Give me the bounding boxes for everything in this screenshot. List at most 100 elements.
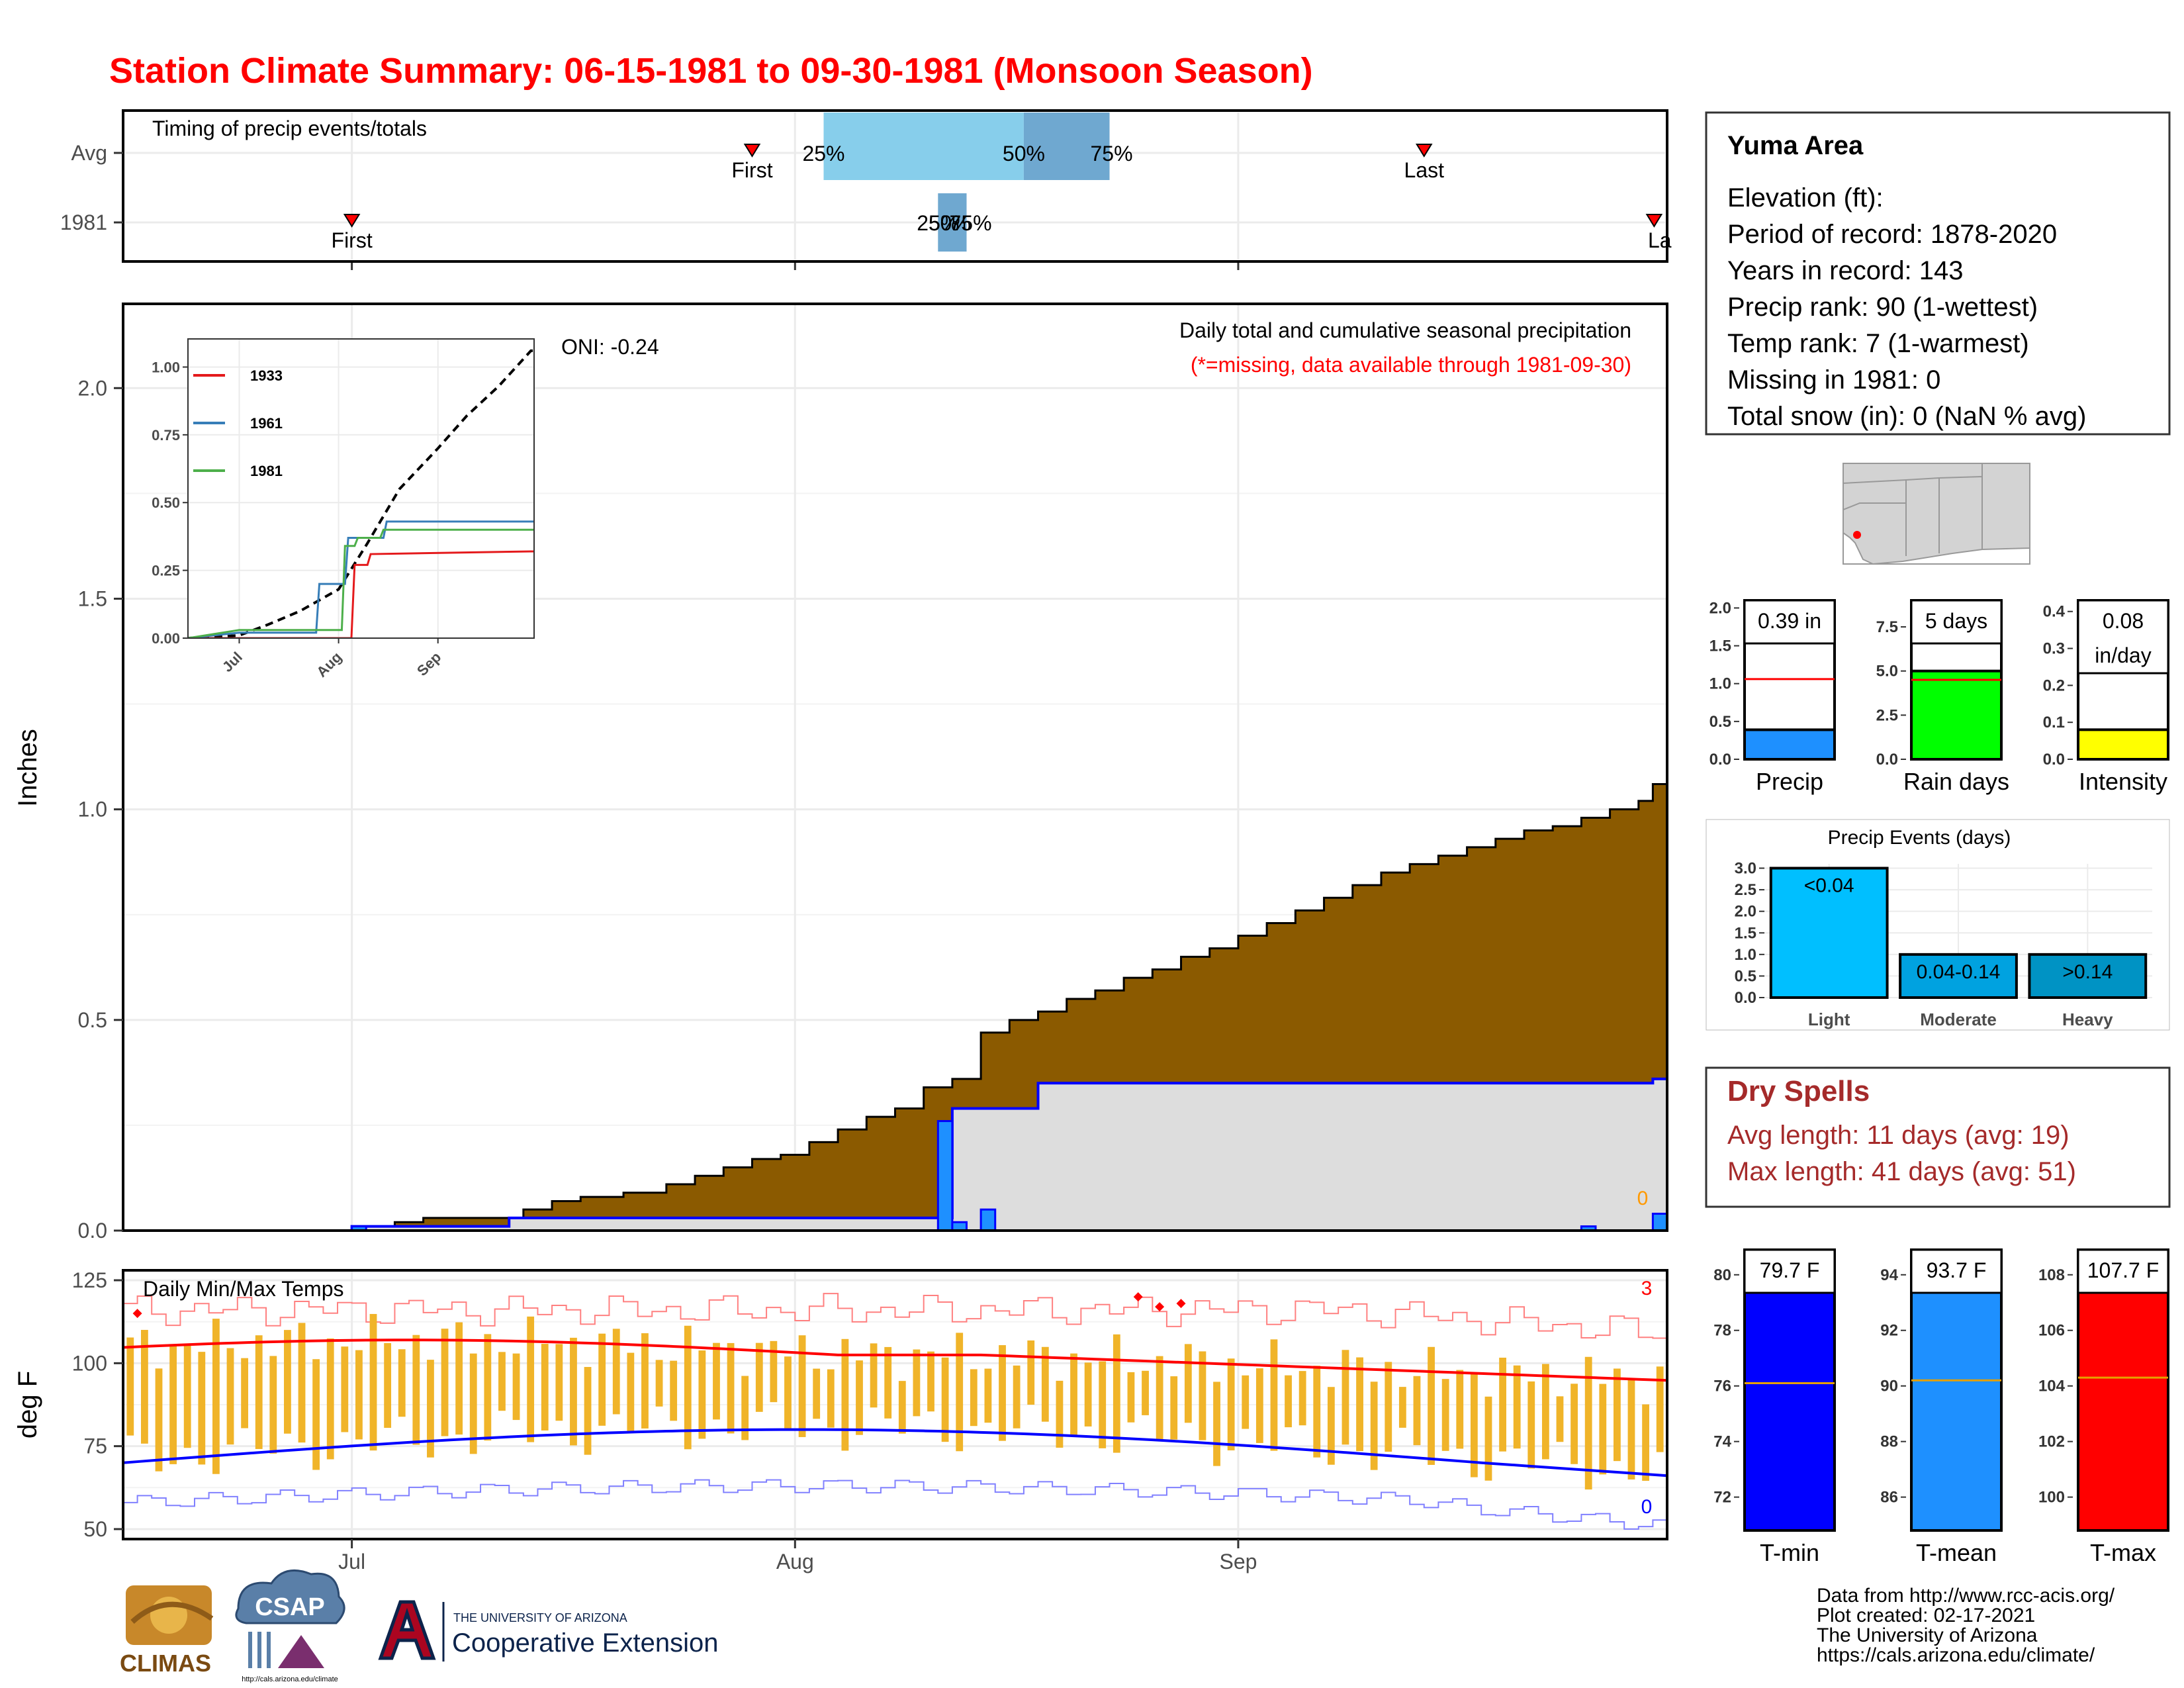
daily-temp-bar [226,1348,234,1445]
station-years: Years in record: 143 [1727,256,1964,285]
daily-precip-bar [979,1208,997,1231]
daily-temp-bar [355,1350,363,1440]
small-chart-label-box [2077,599,2169,675]
daily-temp-bar [1370,1382,1378,1470]
station-precip-rank: Precip rank: 90 (1-wettest) [1727,293,2038,322]
daily-temp-bar [1170,1376,1178,1440]
small-chart-label: 107.7 F [2087,1258,2160,1282]
ua-logo: THE UNIVERSITY OF ARIZONA Cooperative Ex… [378,1600,718,1662]
daily-temp-bar [713,1342,720,1420]
events-bar-heavy [2028,953,2148,1000]
small-chart-label: 93.7 F [1927,1258,1987,1282]
events-ytick-label: 1.5 [1735,924,1756,942]
daily-temp-bar [398,1349,406,1417]
precip-events-panel: Precip Events (days) 0.0 0.5 1.0 1.5 2.0 2.5 3… [1706,819,2170,1031]
daily-temp-bar [1298,1371,1306,1426]
station-missing: Missing in 1981: 0 [1727,365,1940,395]
inset-ytick-label: 0.00 [152,630,180,647]
events-bar-light [1769,867,1889,999]
events-ytick-label: 0.5 [1735,967,1756,985]
daily-temp-bar [312,1359,320,1470]
daily-temp-bar [527,1316,535,1442]
month-xtick-label: Aug [776,1550,814,1573]
events-category-label: Moderate [1920,1009,1997,1029]
footer-line-url: https://cals.arizona.edu/climate/ [1817,1644,2095,1666]
temp-panel-title: Daily Min/Max Temps [143,1277,343,1301]
daily-temp-bar [1642,1404,1649,1481]
daily-temp-bar [512,1353,520,1421]
csap-logo: CSAP http://cals.arizona.edu/climate [235,1569,345,1683]
daily-temp-bar [741,1376,749,1440]
station-snow: Total snow (in): 0 (NaN % avg) [1727,402,2086,431]
daily-temp-bar [584,1367,592,1455]
daily-temp-bar [1255,1368,1263,1443]
timing-avg-box-50-75 [1023,113,1110,180]
normal-min-line [123,1428,1667,1477]
daily-temp-bar [684,1325,692,1450]
timing-1981-box [938,193,967,252]
events-ytick-label: 0.0 [1735,989,1756,1007]
month-xtick-label: Jul [338,1550,365,1573]
main-ytick-label: 2.0 [78,376,107,400]
small-chart-ytick-label: 2.5 [1876,706,1898,724]
timing-avg-last-label: Last [1404,158,1445,182]
daily-temp-bar [655,1360,663,1407]
small-chart-bar [2077,728,2169,761]
daily-temp-bar [1285,1375,1292,1428]
daily-temp-bar [1428,1346,1435,1465]
daily-precip-bar [1651,1213,1667,1231]
temp-ytick-label: 50 [83,1517,107,1541]
small-chart-bar [2077,1282,2169,1532]
events-bar-label: 0.04-0.14 [1917,961,2001,983]
daily-temp-bar [1441,1379,1449,1451]
daily-temp-bar [1413,1376,1421,1446]
small-chart-ytick-label: 2.0 [1709,599,1731,617]
footer-line-created: Plot created: 02-17-2021 [1817,1605,2035,1626]
daily-temp-bar [927,1351,934,1412]
daily-temp-bar [1084,1362,1092,1427]
timing-row-avg: Avg [71,141,107,165]
small-chart-category: Intensity [2079,768,2167,795]
timing-avg-p75: 75% [1091,142,1133,165]
temp-ytick-label: 75 [83,1434,107,1458]
temp-ytick-label: 100 [72,1351,107,1375]
events-bar-moderate [1899,953,2018,1000]
small-chart-category: T-mean [1916,1539,1997,1566]
record-low-line [123,1479,1667,1530]
timing-avg-p25: 25% [802,142,844,165]
daily-temp-bar [698,1350,706,1439]
timing-avg-first-label: First [731,158,772,182]
events-category-label: Light [1808,1009,1850,1029]
daily-temp-bar [941,1357,949,1442]
daily-temp-bar [884,1346,892,1419]
small-chart-bar [1910,669,2003,761]
daily-temp-bar [141,1330,148,1444]
daily-temp-bar [412,1335,420,1445]
small-chart-ytick-label: 78 [1713,1322,1731,1340]
small-chart-ytick-label: 80 [1713,1266,1731,1284]
daily-temp-bar [856,1360,863,1435]
main-ytick-label: 0.0 [78,1219,107,1243]
daily-temp-bar [469,1353,477,1454]
daily-temp-bar [570,1337,577,1446]
main-chart-subtitle: (*=missing, data available through 1981-… [1191,353,1631,377]
daily-temp-bar [284,1330,291,1434]
inset-chart: 0.00 0.25 0.50 0.75 1.00 Jul Aug Sep 1933 1961 19… [152,338,535,680]
daily-temp-bar [612,1329,620,1415]
timing-1981-last-marker [1645,214,1663,228]
small-chart-ytick-label: 86 [1880,1489,1898,1507]
daily-temp-bar [1456,1370,1464,1449]
timing-1981-p50: 50% [929,211,971,235]
small-chart-ytick-label: 76 [1713,1378,1731,1395]
small-chart-bar [1743,728,1836,761]
daily-temp-bar [770,1340,778,1403]
daily-temp-bar [670,1360,678,1421]
daily-temp-bar [427,1360,434,1458]
daily-temp-bar [1527,1381,1535,1469]
dry-spells-max: Max length: 41 days (avg: 51) [1727,1157,2076,1186]
daily-temp-bar [970,1369,978,1427]
timing-avg-first-marker [743,144,761,158]
daily-temp-bar [1113,1334,1120,1453]
daily-temp-bar [1099,1361,1107,1448]
oni-value: ONI: -0.24 [561,335,659,359]
